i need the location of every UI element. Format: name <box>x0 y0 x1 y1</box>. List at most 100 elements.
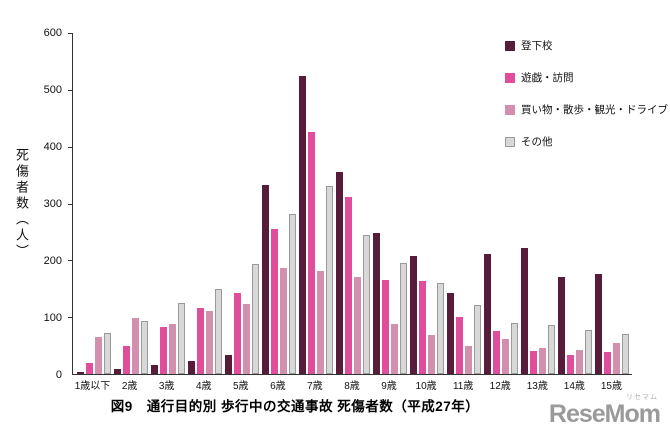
resemom-logo-text: ReseMom <box>548 400 661 428</box>
bar <box>353 276 361 374</box>
bar-group <box>75 33 112 374</box>
x-tick-label: 10歳 <box>415 381 437 392</box>
bar-group <box>408 33 445 374</box>
x-tick-label: 6歳 <box>270 381 286 392</box>
y-tick-mark <box>68 317 73 319</box>
bar <box>557 277 565 374</box>
y-tick-label: 500 <box>43 84 62 96</box>
legend-label: 登下校 <box>521 40 553 52</box>
bar <box>362 234 370 374</box>
bar <box>335 172 343 374</box>
bar <box>288 214 296 374</box>
bar-group <box>149 33 186 374</box>
y-tick-label: 0 <box>55 369 62 381</box>
y-tick-label: 100 <box>43 312 62 325</box>
bar <box>547 324 555 374</box>
bar <box>464 345 472 374</box>
bar <box>316 270 324 374</box>
bar <box>418 281 426 374</box>
bar <box>621 334 629 374</box>
bar <box>76 372 84 374</box>
bar <box>159 326 167 374</box>
y-tick-label: 600 <box>43 27 62 39</box>
bar <box>196 307 204 374</box>
plot-wrap <box>68 33 632 375</box>
bar <box>446 292 454 374</box>
bar <box>279 268 287 374</box>
bar <box>251 264 259 374</box>
bar <box>242 304 250 374</box>
x-tick-label: 7歳 <box>307 381 323 392</box>
bar <box>575 350 583 374</box>
bar <box>501 338 509 374</box>
bar <box>233 293 241 374</box>
bar <box>529 351 537 374</box>
bar <box>94 337 102 374</box>
bar-group <box>445 33 482 374</box>
bar <box>603 352 611 374</box>
bar <box>113 369 121 374</box>
bar <box>261 185 269 374</box>
bar-group <box>371 33 408 374</box>
y-tick-mark <box>68 89 73 91</box>
x-axis: 1歳以下 2歳 3歳 4歳 5歳 6歳 7歳 8歳 9歳 10歳 11歳 12歳 13歳 14歳 15歳 <box>72 377 632 392</box>
x-tick-label: 3歳 <box>158 381 175 392</box>
bar <box>455 317 463 374</box>
x-tick-label: 12歳 <box>489 381 511 392</box>
plot-area <box>68 33 632 375</box>
bar <box>372 233 380 374</box>
y-tick-label: 300 <box>43 198 62 210</box>
legend-item: その他 <box>505 134 668 149</box>
legend-swatch-icon <box>505 72 515 83</box>
bar <box>205 311 213 374</box>
bar <box>131 318 139 374</box>
bar <box>492 331 500 374</box>
bar-group <box>186 33 223 374</box>
legend-item: 遊戯・訪問 <box>505 70 668 85</box>
bar <box>381 280 389 374</box>
x-tick-label: 2歳 <box>121 381 138 392</box>
bar <box>168 324 176 374</box>
legend-swatch-icon <box>505 136 515 147</box>
x-tick-label: 5歳 <box>233 381 249 392</box>
bar <box>473 304 481 374</box>
y-tick-mark <box>68 146 73 148</box>
bar <box>298 75 306 374</box>
bar <box>566 355 574 374</box>
bar <box>436 283 444 374</box>
bar <box>325 186 333 374</box>
resemom-logo: リセマム ReseMom <box>548 394 661 428</box>
bar <box>399 263 407 374</box>
bar <box>177 302 185 374</box>
legend-swatch-icon <box>505 40 515 51</box>
x-tick-label: 4歳 <box>195 381 212 392</box>
bar <box>344 196 352 374</box>
bar <box>594 273 602 374</box>
bar <box>584 329 592 374</box>
bar-group <box>593 33 630 374</box>
y-tick-mark <box>68 33 73 34</box>
legend-item: 登下校 <box>505 38 668 53</box>
bar-group <box>297 33 334 374</box>
bar <box>520 247 528 374</box>
x-tick-label: 8歳 <box>344 381 360 392</box>
resemom-logo-ruby: リセマム <box>626 394 658 401</box>
bar <box>483 254 491 374</box>
legend: 登下校 遊戯・訪問 買い物・散歩・観光・ドライブ その他 <box>505 38 668 149</box>
legend-label: その他 <box>521 136 553 148</box>
y-tick-mark <box>68 203 73 205</box>
bar <box>122 345 130 374</box>
bar-group <box>519 33 556 374</box>
y-axis: 0 100 200 300 400 500 600 <box>34 27 68 381</box>
bar <box>140 321 148 374</box>
bar <box>427 335 435 374</box>
bar <box>150 365 158 374</box>
bar-group <box>223 33 260 374</box>
bar <box>510 322 518 374</box>
bar <box>612 342 620 374</box>
y-tick-mark <box>68 260 73 262</box>
bar <box>390 324 398 374</box>
bar-group <box>260 33 297 374</box>
x-tick-label: 13歳 <box>526 381 548 392</box>
y-axis-title: 死傷者数（人） <box>14 148 29 260</box>
